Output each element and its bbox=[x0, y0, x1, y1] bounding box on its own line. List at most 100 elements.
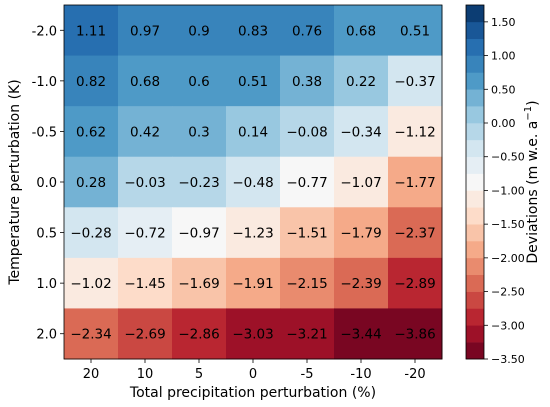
heatmap-cell bbox=[334, 308, 389, 360]
cell-value-label: −1.12 bbox=[394, 124, 435, 140]
colorbar-band bbox=[466, 308, 484, 326]
cell-value-label: −0.97 bbox=[178, 226, 219, 242]
cell-value-label: 0.62 bbox=[76, 124, 106, 140]
cell-value-label: −0.03 bbox=[124, 175, 165, 191]
heatmap-cell-labels: 1.11 0.97 0.9 0.83 0.76 0.68 0.51 0.82 0.68 0.6 0.… bbox=[70, 23, 435, 342]
colorbar-tick-label: −3.50 bbox=[491, 353, 525, 366]
y-tick-label: -0.5 bbox=[32, 125, 57, 140]
x-tick-label: 0 bbox=[249, 367, 257, 382]
colorbar-label: Deviations (m w.e. a−1) bbox=[523, 100, 541, 263]
x-tick-label: -10 bbox=[350, 367, 371, 382]
heatmap-cell bbox=[118, 207, 173, 259]
colorbar-band bbox=[466, 190, 484, 208]
cell-value-label: −1.02 bbox=[70, 276, 111, 292]
colorbar-band bbox=[466, 21, 484, 40]
y-tick-label: 0.5 bbox=[36, 227, 57, 242]
heatmap-cell bbox=[118, 257, 173, 309]
cell-value-label: −0.37 bbox=[394, 74, 435, 90]
colorbar-band bbox=[466, 274, 484, 292]
colorbar-frame bbox=[465, 4, 485, 360]
colorbar-label-exponent: −1 bbox=[523, 106, 534, 121]
cell-value-label: −2.39 bbox=[340, 276, 381, 292]
colorbar-band bbox=[466, 139, 484, 158]
cell-value-label: −0.48 bbox=[232, 175, 273, 191]
cell-value-label: −1.07 bbox=[340, 175, 381, 191]
cell-value-label: −3.44 bbox=[340, 327, 381, 343]
cell-value-label: 0.51 bbox=[400, 23, 430, 39]
heatmap-cell bbox=[334, 106, 389, 158]
heatmap-cell bbox=[334, 257, 389, 309]
heatmap-cell bbox=[118, 106, 173, 158]
colorbar-ticks: 1.50 1.00 0.50 0.00 −0.50 −1.00 −1.50 −2.00 −2.5… bbox=[484, 16, 525, 366]
heatmap-cell bbox=[226, 257, 281, 309]
heatmap-cell bbox=[64, 308, 119, 360]
colorbar-label-text: Deviations (m w.e. a bbox=[525, 121, 541, 264]
cell-value-label: −0.77 bbox=[286, 175, 327, 191]
colorbar-tick-label: 0.50 bbox=[491, 83, 516, 96]
cell-value-label: −0.34 bbox=[340, 124, 381, 140]
heatmap-cell bbox=[118, 55, 173, 107]
colorbar-label-close: ) bbox=[525, 100, 541, 105]
heatmap-cells bbox=[64, 5, 443, 360]
heatmap-cell bbox=[172, 308, 227, 360]
heatmap-cell bbox=[388, 308, 443, 360]
colorbar-bands bbox=[466, 5, 484, 360]
cell-value-label: −1.91 bbox=[232, 276, 273, 292]
y-tick-label: 1.0 bbox=[36, 277, 57, 292]
x-tick-label: 5 bbox=[195, 367, 203, 382]
colorbar-tick-label: −3.00 bbox=[491, 319, 525, 332]
heatmap-cell bbox=[172, 106, 227, 158]
cell-value-label: −2.37 bbox=[394, 226, 435, 242]
colorbar: 1.50 1.00 0.50 0.00 −0.50 −1.00 −1.50 −2.00 −2.5… bbox=[465, 4, 541, 366]
colorbar-band bbox=[466, 89, 484, 107]
colorbar-band bbox=[466, 5, 484, 23]
cell-value-label: 0.83 bbox=[238, 23, 268, 39]
heatmap-cell bbox=[64, 207, 119, 259]
colorbar-band bbox=[466, 241, 484, 259]
heatmap-cell bbox=[388, 55, 443, 107]
heatmap-cell bbox=[388, 5, 443, 57]
y-tick-label: 2.0 bbox=[36, 328, 57, 343]
heatmap-cell bbox=[64, 5, 119, 57]
y-axis-ticks: -2.0 -1.0 -0.5 0.0 0.5 1.0 2.0 bbox=[32, 24, 64, 343]
heatmap-cell bbox=[172, 257, 227, 309]
heatmap-cell bbox=[334, 156, 389, 208]
cell-value-label: −2.34 bbox=[70, 327, 111, 343]
heatmap-cell bbox=[64, 156, 119, 208]
colorbar-tick-label: 1.00 bbox=[491, 50, 516, 63]
cell-value-label: −0.23 bbox=[178, 175, 219, 191]
cell-value-label: 0.38 bbox=[292, 74, 322, 90]
cell-value-label: −0.72 bbox=[124, 226, 165, 242]
colorbar-tick-label: −1.00 bbox=[491, 184, 525, 197]
cell-value-label: 0.68 bbox=[130, 74, 160, 90]
colorbar-band bbox=[466, 123, 484, 141]
colorbar-band bbox=[466, 106, 484, 124]
heatmap-cell bbox=[280, 308, 335, 360]
cell-value-label: −2.86 bbox=[178, 327, 219, 343]
x-tick-label: 10 bbox=[137, 367, 154, 382]
colorbar-band bbox=[466, 72, 484, 90]
colorbar-band bbox=[466, 224, 484, 242]
colorbar-band bbox=[466, 325, 484, 343]
cell-value-label: −1.45 bbox=[124, 276, 165, 292]
cell-value-label: −1.23 bbox=[232, 226, 273, 242]
colorbar-band bbox=[466, 173, 484, 191]
colorbar-tick-label: −1.50 bbox=[491, 218, 525, 231]
heatmap-cell bbox=[388, 106, 443, 158]
x-axis-label: Total precipitation perturbation (%) bbox=[129, 385, 376, 401]
cell-value-label: 0.82 bbox=[76, 74, 106, 90]
cell-value-label: 0.97 bbox=[130, 23, 160, 39]
heatmap-cell bbox=[334, 207, 389, 259]
heatmap-cell bbox=[64, 257, 119, 309]
cell-value-label: 0.68 bbox=[346, 23, 376, 39]
heatmap-cell bbox=[388, 207, 443, 259]
cell-value-label: 0.22 bbox=[346, 74, 376, 90]
cell-value-label: −3.03 bbox=[232, 327, 273, 343]
colorbar-band bbox=[466, 38, 484, 56]
cell-value-label: 0.51 bbox=[238, 74, 268, 90]
colorbar-band bbox=[466, 257, 484, 276]
cell-value-label: −0.08 bbox=[286, 124, 327, 140]
colorbar-band bbox=[466, 55, 484, 73]
cell-value-label: 0.76 bbox=[292, 23, 322, 39]
x-tick-label: -20 bbox=[404, 367, 425, 382]
